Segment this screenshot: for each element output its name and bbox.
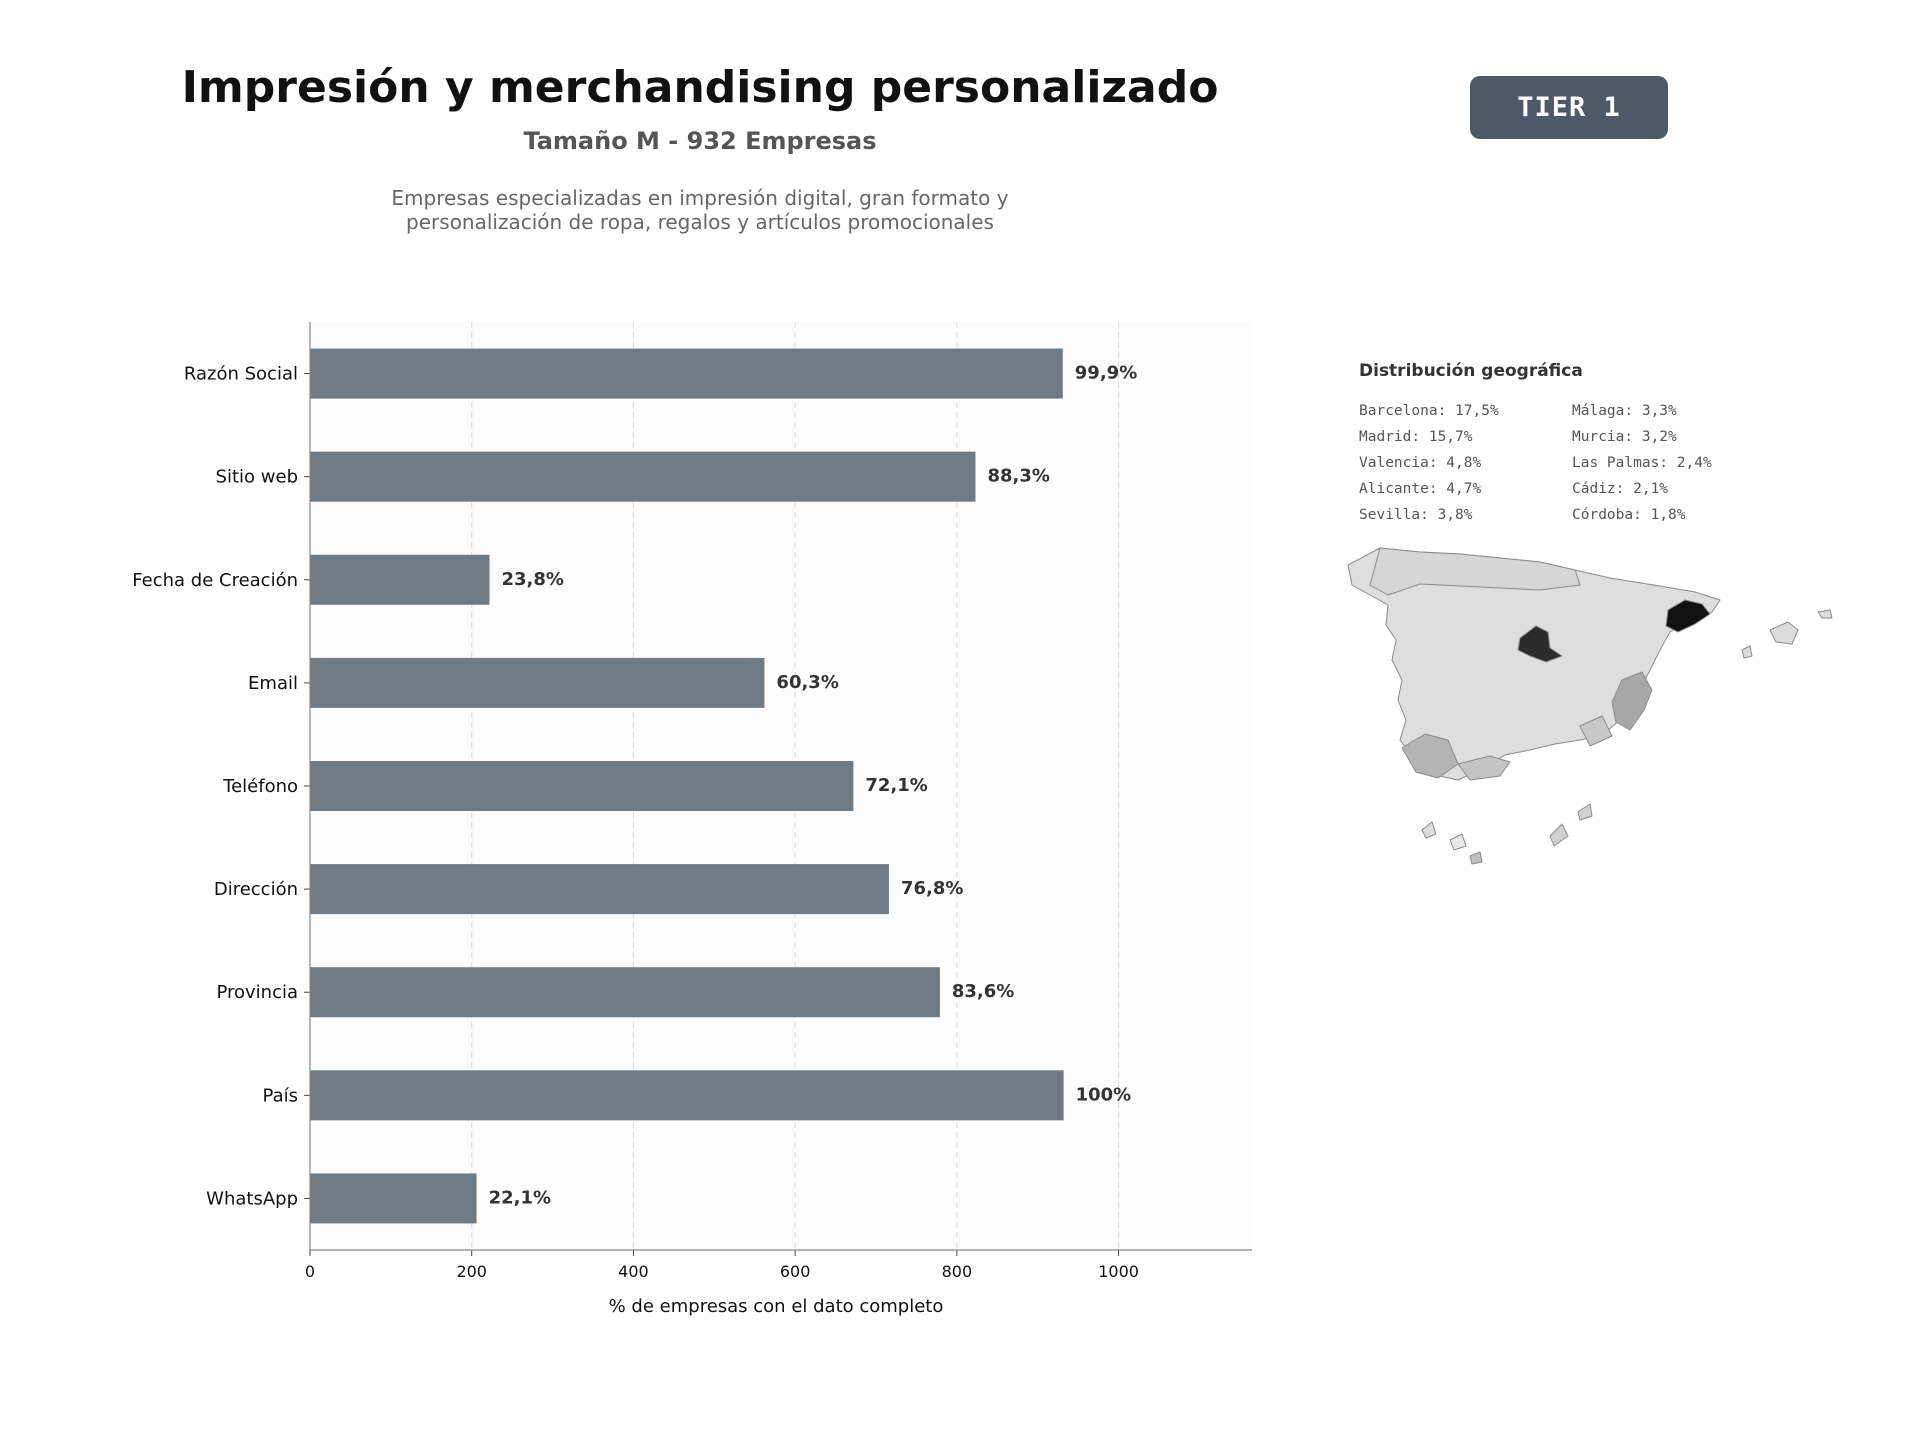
data-label: 72,1% (865, 775, 927, 796)
data-label: 22,1% (489, 1187, 551, 1208)
description-line-1: Empresas especializadas en impresión dig… (391, 186, 1009, 210)
x-tick-label: 400 (618, 1262, 649, 1281)
map-canary-2 (1449, 833, 1467, 851)
bar (310, 554, 490, 605)
bar (310, 657, 765, 708)
data-label: 88,3% (987, 466, 1049, 487)
y-tick-label: Email (248, 673, 298, 694)
y-tick-label: WhatsApp (206, 1188, 298, 1209)
map-canary-1 (1421, 821, 1437, 839)
geo-item: Alicante: 4,7% (1359, 481, 1482, 497)
geo-title: Distribución geográfica (1359, 361, 1583, 381)
map-ibiza (1741, 645, 1753, 659)
bar (310, 1070, 1064, 1121)
y-tick-label: Dirección (214, 879, 298, 900)
geo-list-right: Málaga: 3,3% Murcia: 3,2% Las Palmas: 2,… (1572, 398, 1712, 528)
map-canary-4 (1549, 823, 1569, 847)
geo-item: Barcelona: 17,5% (1359, 403, 1499, 419)
y-tick-label: Provincia (216, 982, 298, 1003)
map-malaga (1457, 755, 1511, 781)
geo-item: Murcia: 3,2% (1572, 429, 1677, 445)
map-canary-3 (1469, 851, 1483, 865)
y-tick-label: Razón Social (184, 364, 298, 385)
bar-chart: 0 200 400 600 800 1000 Razón Social 99,9% Sitio … (132, 322, 1252, 1317)
x-tick-label: 1000 (1098, 1262, 1139, 1281)
chart-subtitle: Tamaño M - 932 Empresas (523, 127, 877, 155)
geo-item: Valencia: 4,8% (1359, 455, 1482, 471)
x-axis-label: % de empresas con el dato completo (609, 1296, 944, 1317)
bar (310, 761, 854, 811)
y-tick-label: País (263, 1085, 298, 1106)
map-menorca (1817, 609, 1833, 619)
bar (310, 967, 940, 1018)
map-mallorca (1769, 621, 1799, 645)
bar (310, 864, 889, 915)
data-label: 100% (1076, 1084, 1132, 1105)
x-tick-label: 800 (942, 1262, 973, 1281)
x-tick-label: 0 (305, 1262, 315, 1281)
map-madrid (1517, 625, 1563, 663)
geo-item: Madrid: 15,7% (1359, 429, 1473, 445)
map-north (1369, 547, 1581, 596)
y-tick-label: Sitio web (216, 467, 298, 488)
bar (310, 348, 1063, 399)
bar (310, 1173, 477, 1224)
data-label: 23,8% (502, 569, 564, 590)
geo-item: Córdoba: 1,8% (1572, 507, 1686, 523)
data-label: 99,9% (1075, 363, 1137, 384)
map-murcia (1579, 715, 1613, 747)
data-label: 83,6% (952, 981, 1014, 1002)
y-tick-label: Fecha de Creación (132, 570, 298, 591)
tier-badge: TIER 1 (1470, 76, 1668, 139)
y-tick-label: Teléfono (222, 776, 298, 797)
chart-description: Empresas especializadas en impresión dig… (0, 186, 1400, 234)
geo-list-left: Barcelona: 17,5% Madrid: 15,7% Valencia:… (1359, 398, 1499, 528)
bar (310, 451, 976, 502)
map-valencia (1611, 671, 1653, 731)
data-label: 60,3% (776, 672, 838, 693)
x-tick-label: 200 (456, 1262, 487, 1281)
map-barcelona (1665, 599, 1711, 633)
chart-title: Impresión y merchandising personalizado (181, 62, 1219, 113)
data-label: 76,8% (901, 878, 963, 899)
geo-item: Sevilla: 3,8% (1359, 507, 1473, 523)
geo-item: Las Palmas: 2,4% (1572, 455, 1712, 471)
geo-item: Málaga: 3,3% (1572, 403, 1677, 419)
x-tick-label: 600 (780, 1262, 811, 1281)
description-line-2: personalización de ropa, regalos y artíc… (406, 210, 994, 234)
map-canary-5 (1577, 803, 1593, 821)
geo-item: Cádiz: 2,1% (1572, 481, 1669, 497)
spain-map (1347, 547, 1833, 865)
